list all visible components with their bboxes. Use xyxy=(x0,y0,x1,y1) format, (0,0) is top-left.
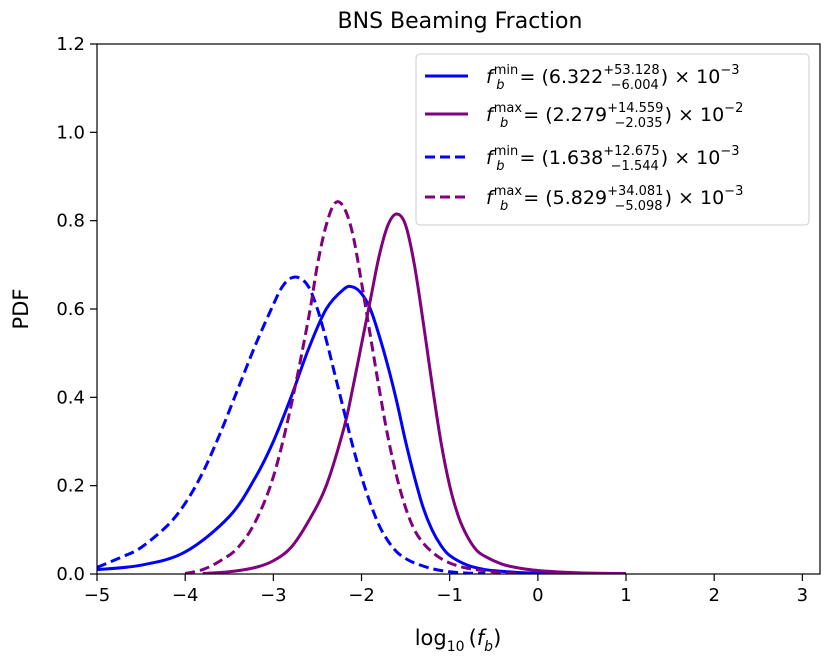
y-tick-label: 0.0 xyxy=(56,564,85,585)
y-tick-label: 0.2 xyxy=(56,476,85,497)
y-tick-label: 1.0 xyxy=(56,122,85,143)
y-tick-label: 0.4 xyxy=(56,387,85,408)
legend-var: f xyxy=(486,147,496,169)
legend-exp: −3 xyxy=(720,144,739,159)
x-tick-label: 1 xyxy=(620,585,631,606)
legend-label-4: fmax b = (5.829+34.081 −5.098) × 10−3 xyxy=(486,184,743,214)
series-line-1 xyxy=(97,284,627,574)
legend-minus: −6.004 xyxy=(611,78,659,93)
curves-group xyxy=(97,200,627,574)
legend-exp: −2 xyxy=(724,101,743,116)
x-tick-label: −5 xyxy=(84,585,111,606)
legend-sub: b xyxy=(500,199,508,214)
x-label-f: f xyxy=(477,626,488,650)
legend-minus: −2.035 xyxy=(614,116,662,131)
x-tick-label: −4 xyxy=(172,585,199,606)
x-tick-label: −2 xyxy=(348,585,375,606)
legend-sub: b xyxy=(496,159,504,174)
legend-minus: −5.098 xyxy=(614,199,662,214)
legend-sup: min xyxy=(494,63,519,78)
x-label-sub-10: 10 xyxy=(447,639,465,655)
legend-var: f xyxy=(486,104,496,126)
legend-var: f xyxy=(486,187,496,209)
legend-tail: ) × 10 xyxy=(665,104,725,126)
legend-label-2: fmax b = (2.279+14.559 −2.035) × 10−2 xyxy=(486,101,743,131)
legend-minus: −1.544 xyxy=(611,159,659,174)
legend-label-1: fmin b = (6.322+53.128 −6.004) × 10−3 xyxy=(486,63,740,93)
y-tick-label: 1.2 xyxy=(56,34,85,55)
legend-tail: ) × 10 xyxy=(661,66,721,88)
legend-plus: +34.081 xyxy=(607,184,663,199)
series-line-3 xyxy=(97,275,485,574)
x-label-log: log xyxy=(415,626,447,650)
legend-center: 2.279 xyxy=(553,104,607,126)
x-tick-label: 2 xyxy=(708,585,719,606)
legend-eq: = ( xyxy=(523,104,552,126)
x-label-sub-b: b xyxy=(484,639,493,655)
y-tick-label: 0.6 xyxy=(56,299,85,320)
legend-center: 1.638 xyxy=(549,147,603,169)
legend-sup: max xyxy=(494,101,523,116)
legend-center: 5.829 xyxy=(553,187,607,209)
x-tick-label: 0 xyxy=(532,585,543,606)
legend-sup: max xyxy=(494,184,523,199)
legend-sub: b xyxy=(496,78,504,93)
legend-label-3: fmin b = (1.638+12.675 −1.544) × 10−3 xyxy=(486,144,740,174)
x-tick-label: 3 xyxy=(797,585,808,606)
x-tick-label: −3 xyxy=(260,585,287,606)
y-axis-label: PDF xyxy=(9,289,33,330)
legend-center: 6.322 xyxy=(549,66,603,88)
legend-exp: −3 xyxy=(724,184,743,199)
legend-eq: = ( xyxy=(523,187,552,209)
legend-tail: ) × 10 xyxy=(661,147,721,169)
legend-box xyxy=(415,53,810,226)
legend-tail: ) × 10 xyxy=(665,187,725,209)
legend-sup: min xyxy=(494,144,519,159)
x-label-open: ( xyxy=(469,626,477,650)
legend-plus: +53.128 xyxy=(603,63,659,78)
legend-eq: = ( xyxy=(519,147,548,169)
x-tick-label: −1 xyxy=(436,585,463,606)
x-label-close: ) xyxy=(493,626,501,650)
y-tick-label: 0.8 xyxy=(56,211,85,232)
legend-exp: −3 xyxy=(720,63,739,78)
x-axis: −5 −4 −3 −2 −1 0 1 2 3 xyxy=(84,574,808,606)
y-axis: 0.0 0.2 0.4 0.6 0.8 1.0 1.2 xyxy=(56,34,97,585)
series-line-2 xyxy=(202,212,627,574)
legend-eq: = ( xyxy=(519,66,548,88)
legend-sub: b xyxy=(500,116,508,131)
legend-var: f xyxy=(486,66,496,88)
x-axis-label: log10 (fb) xyxy=(415,626,502,655)
chart-title: BNS Beaming Fraction xyxy=(338,9,583,34)
legend-plus: +14.559 xyxy=(607,101,663,116)
series-line-4 xyxy=(184,200,521,574)
legend-plus: +12.675 xyxy=(603,144,659,159)
